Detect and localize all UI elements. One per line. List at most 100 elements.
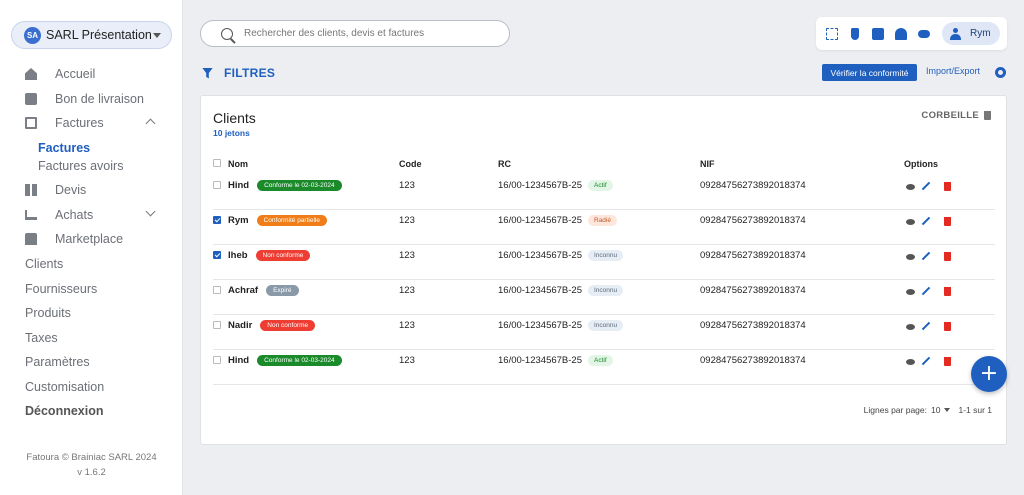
sidebar-link-taxes[interactable]: Taxes: [25, 331, 58, 345]
fullscreen-icon[interactable]: [826, 27, 838, 40]
view-icon[interactable]: [906, 289, 915, 295]
company-name: SARL Présentation: [46, 28, 152, 42]
rows-per-page-select[interactable]: 10: [930, 405, 941, 415]
header-options: Options: [904, 159, 938, 169]
filters-toggle[interactable]: FILTRES: [202, 66, 275, 80]
sidebar-subitem-factures[interactable]: Factures: [38, 141, 91, 155]
client-nif: 09284756273892018374: [700, 250, 806, 261]
client-rc: 16/00-1234567B-25 Radié: [498, 215, 617, 226]
table-row[interactable]: Hind Conforme le 02-03-2024 123 16/00-12345…: [213, 350, 995, 385]
user-name: Rym: [970, 28, 991, 39]
row-checkbox[interactable]: [213, 181, 221, 189]
edit-icon[interactable]: [921, 321, 931, 331]
edit-icon[interactable]: [921, 356, 931, 366]
row-checkbox[interactable]: [213, 321, 221, 329]
trash-button[interactable]: CORBEILLE: [921, 110, 991, 121]
view-icon[interactable]: [906, 184, 915, 190]
sidebar-link-clients[interactable]: Clients: [25, 257, 64, 271]
import-export-button[interactable]: Import/Export: [926, 66, 981, 76]
sidebar: SA SARL Présentation Accueil Bon de livr…: [0, 0, 183, 495]
view-icon[interactable]: [906, 219, 915, 225]
client-code: 123: [399, 285, 415, 296]
delete-icon[interactable]: [944, 322, 951, 331]
sidebar-item-devis[interactable]: Devis: [25, 181, 86, 199]
sidebar-item-label: Accueil: [55, 67, 96, 81]
rc-status-badge: Inconnu: [588, 250, 624, 261]
cloud-icon[interactable]: [918, 29, 930, 38]
cart-icon: [25, 210, 37, 220]
plug-icon[interactable]: [851, 27, 859, 40]
sidebar-link-customisation[interactable]: Customisation: [25, 380, 105, 394]
sidebar-link-produits[interactable]: Produits: [25, 306, 71, 320]
row-checkbox[interactable]: [213, 216, 221, 224]
rc-status-badge: Actif: [588, 180, 613, 191]
edit-icon[interactable]: [921, 251, 931, 261]
client-code: 123: [399, 320, 415, 331]
sidebar-item-label: Marketplace: [55, 232, 124, 246]
table-row[interactable]: Iheb Non conforme 123 16/00-1234567B-25 Inco…: [213, 245, 995, 280]
table-row[interactable]: Nadir Non conforme 123 16/00-1234567B-25 Inc…: [213, 315, 995, 350]
client-rc: 16/00-1234567B-25 Inconnu: [498, 250, 624, 261]
header-name[interactable]: Nom: [228, 159, 248, 169]
sidebar-item-achats[interactable]: Achats: [25, 206, 156, 224]
search-input[interactable]: [244, 28, 494, 39]
logout-link[interactable]: Déconnexion: [25, 404, 104, 418]
delete-icon[interactable]: [944, 287, 951, 296]
sidebar-item-factures[interactable]: Factures: [25, 114, 156, 132]
sidebar-link-fournisseurs[interactable]: Fournisseurs: [25, 282, 98, 296]
client-name: Hind Conforme le 02-03-2024: [228, 355, 342, 366]
filter-icon: [202, 67, 213, 79]
client-nif: 09284756273892018374: [700, 355, 806, 366]
delete-icon[interactable]: [944, 357, 951, 366]
client-name: Nadir Non conforme: [228, 320, 316, 331]
rc-number: 16/00-1234567B-25: [498, 215, 582, 226]
client-nif: 09284756273892018374: [700, 320, 806, 331]
header-code[interactable]: Code: [399, 159, 422, 169]
clients-card: Clients 10 jetons CORBEILLE Nom Code RC …: [200, 95, 1007, 445]
top-toolbar: Rym: [816, 17, 1007, 50]
edit-icon[interactable]: [921, 181, 931, 191]
delete-icon[interactable]: [944, 252, 951, 261]
table-row[interactable]: Achraf Expiré 123 16/00-1234567B-25 Inconnu 0…: [213, 280, 995, 315]
delete-icon[interactable]: [944, 182, 951, 191]
calculator-icon[interactable]: [872, 27, 884, 40]
table-row[interactable]: Rym Conformité partielle 123 16/00-1234567B…: [213, 210, 995, 245]
table-row[interactable]: Hind Conforme le 02-03-2024 123 16/00-12345…: [213, 175, 995, 210]
sidebar-item-marketplace[interactable]: Marketplace: [25, 230, 123, 248]
sidebar-subitem-factures-avoirs[interactable]: Factures avoirs: [38, 159, 124, 173]
client-name: Hind Conforme le 02-03-2024: [228, 180, 342, 191]
edit-icon[interactable]: [921, 286, 931, 296]
client-nif: 092847562738920183​74: [700, 180, 806, 191]
bell-icon[interactable]: [895, 27, 907, 40]
view-icon[interactable]: [906, 254, 915, 260]
view-icon[interactable]: [906, 359, 915, 365]
sidebar-item-bon-de-livraison[interactable]: Bon de livraison: [25, 90, 144, 108]
sidebar-link-parametres[interactable]: Paramètres: [25, 355, 90, 369]
row-checkbox[interactable]: [213, 356, 221, 364]
sidebar-item-accueil[interactable]: Accueil: [25, 65, 95, 83]
home-icon: [25, 68, 37, 80]
gear-icon[interactable]: [995, 67, 1006, 78]
select-all-checkbox[interactable]: [213, 159, 221, 167]
search-bar: [200, 20, 510, 47]
rc-status-badge: Radié: [588, 215, 617, 226]
company-selector[interactable]: SA SARL Présentation: [11, 21, 172, 49]
edit-icon[interactable]: [921, 216, 931, 226]
header-nif[interactable]: NIF: [700, 159, 715, 169]
row-checkbox[interactable]: [213, 286, 221, 294]
caret-down-icon[interactable]: [944, 408, 951, 412]
header-rc[interactable]: RC: [498, 159, 511, 169]
client-rc: 16/00-1234567B-25 Inconnu: [498, 320, 624, 331]
rc-number: 16/00-1234567B-25: [498, 320, 582, 331]
delete-icon[interactable]: [944, 217, 951, 226]
rc-status-badge: Actif: [588, 355, 613, 366]
rc-number: 16/00-1234567B-25: [498, 180, 582, 191]
add-client-button[interactable]: +: [971, 356, 1007, 392]
verify-compliance-button[interactable]: Vérifier la conformité: [822, 64, 917, 81]
card-title: Clients: [213, 110, 256, 126]
view-icon[interactable]: [906, 324, 915, 330]
rc-status-badge: Inconnu: [588, 320, 624, 331]
user-menu[interactable]: Rym: [942, 22, 1000, 45]
client-rc: 16/00-1234567B-25 Actif: [498, 355, 613, 366]
row-checkbox[interactable]: [213, 251, 221, 259]
